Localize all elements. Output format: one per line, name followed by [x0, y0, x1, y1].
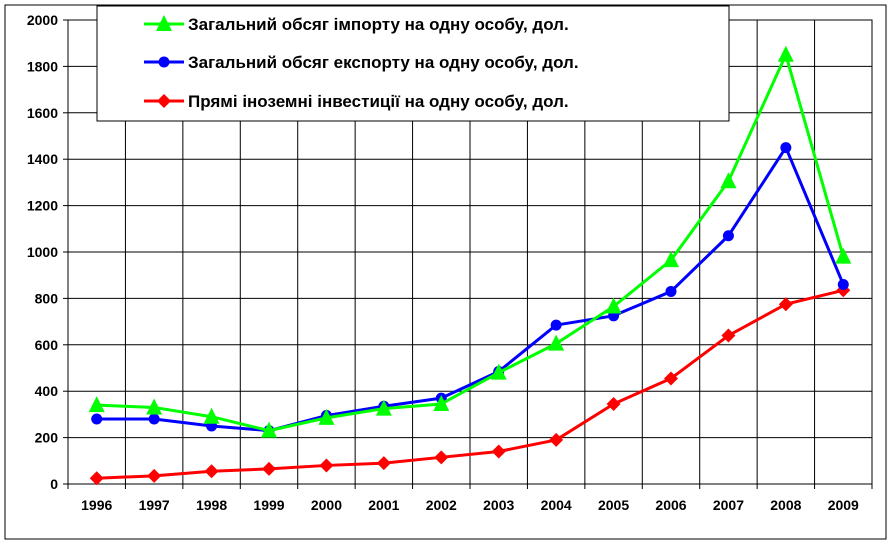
x-tick-label: 2009 [828, 497, 859, 513]
series-diamond-point [664, 371, 678, 386]
series-diamond-point [606, 396, 621, 411]
y-tick-label: 0 [50, 476, 58, 492]
y-tick-label: 1600 [27, 105, 58, 121]
series-triangle-point [777, 45, 794, 62]
series-diamond-point [376, 456, 391, 471]
y-tick-label: 800 [35, 290, 59, 306]
series-triangle-point [835, 247, 852, 264]
series-triangle-point [318, 408, 335, 425]
x-tick-label: 2004 [541, 497, 572, 513]
x-tick-label: 2008 [770, 497, 801, 513]
legend-swatch-marker [156, 15, 172, 31]
series-diamond-point [147, 468, 162, 483]
y-tick-label: 400 [35, 383, 59, 399]
y-tick-label: 2000 [27, 12, 58, 28]
series-triangle-point [203, 407, 220, 424]
series-diamond-point [549, 432, 564, 447]
y-tick-label: 200 [35, 430, 59, 446]
legend-swatch-marker [158, 56, 170, 68]
legend-swatch-marker [157, 94, 171, 108]
series-circle-line [96, 146, 845, 433]
series-diamond-point [778, 297, 793, 312]
series-circle-point [550, 319, 562, 331]
series-triangle-line [96, 53, 845, 433]
y-tick-label: 1200 [27, 198, 58, 214]
axes: 0 200 400 600 800 1000 1200 1400 1600 1800 2000 199… [27, 12, 873, 513]
series-circle-point [780, 142, 792, 154]
series-diamond-point [491, 444, 506, 459]
legend: Загальний обсяг імпорту на одну особу, д… [96, 5, 730, 122]
series-triangle-point [548, 334, 565, 351]
y-tick-label: 1400 [27, 151, 58, 167]
x-tick-label: 2003 [483, 497, 514, 513]
series-circle-point [148, 413, 160, 425]
series-triangle-point [375, 399, 392, 416]
x-tick-label: 2005 [598, 497, 629, 513]
series-diamond-line [96, 288, 844, 480]
series-diamond-point [204, 464, 219, 479]
x-tick-label: 2007 [713, 497, 744, 513]
series-diamond-point [319, 458, 334, 473]
series-circle-point [91, 413, 103, 425]
series-circle-point [665, 285, 677, 297]
x-tick-label: 1997 [139, 497, 170, 513]
series-triangle-point [490, 363, 507, 380]
x-tick-label: 2000 [311, 497, 342, 513]
legend-box [96, 5, 730, 122]
x-tick-label: 1998 [196, 497, 227, 513]
legend-label: Загальний обсяг експорту на одну особу, … [188, 53, 579, 72]
x-tick-label: 2006 [655, 497, 686, 513]
series-triangle-point [720, 172, 737, 189]
x-tick-label: 2002 [426, 497, 457, 513]
series-diamond-point [434, 450, 449, 465]
series-circle-point [722, 230, 734, 242]
x-tick-label: 1996 [81, 497, 112, 513]
series-diamond-point [262, 461, 276, 476]
y-tick-label: 1000 [27, 244, 58, 260]
series-triangle-point [663, 251, 679, 268]
y-tick-label: 1800 [27, 58, 58, 74]
series-triangle-point [88, 396, 105, 413]
series-circle-point [837, 278, 849, 290]
series-triangle-point [433, 394, 450, 411]
series-triangle-point [605, 297, 622, 314]
x-tick-label: 2001 [368, 497, 399, 513]
series-diamond-point [721, 328, 736, 343]
series-triangle-point [261, 421, 277, 438]
x-tick-label: 1999 [253, 497, 284, 513]
legend-label: Загальний обсяг імпорту на одну особу, д… [188, 15, 569, 34]
series-diamond-point [89, 471, 104, 486]
y-tick-label: 600 [35, 337, 59, 353]
legend-label: Прямі іноземні інвестиції на одну особу,… [188, 92, 569, 111]
series-triangle-point [146, 398, 163, 415]
series [88, 45, 852, 486]
